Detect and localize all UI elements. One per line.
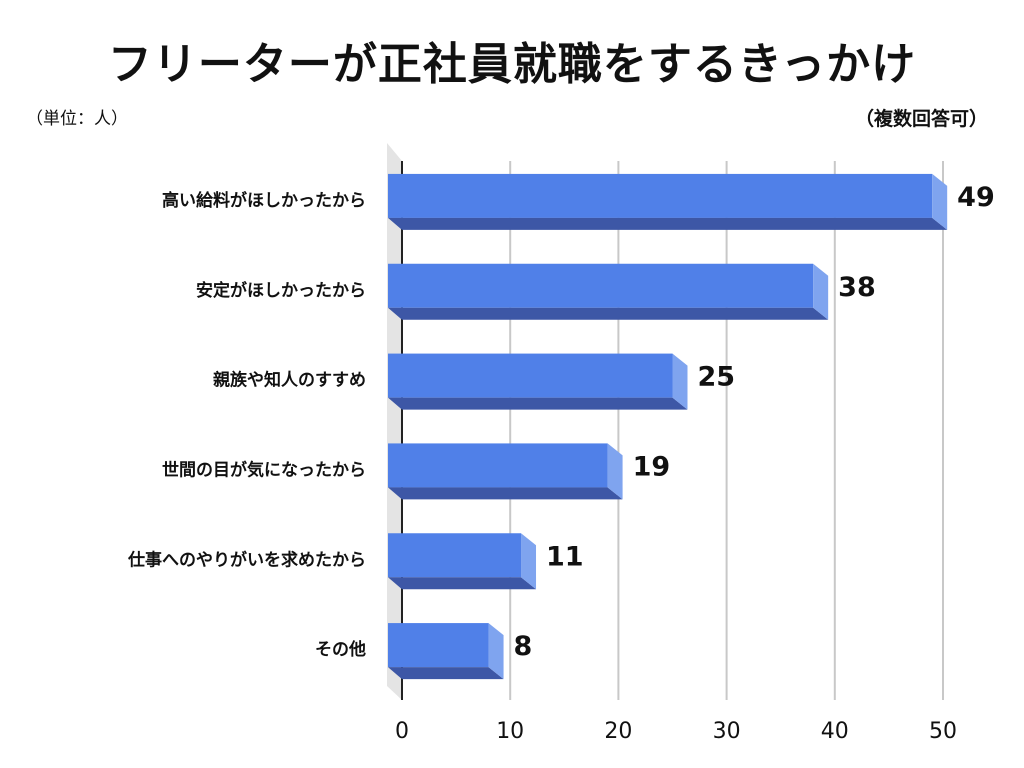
unit-note: （単位：人） <box>26 109 128 129</box>
value-label: 38 <box>838 272 876 303</box>
bar-bottom-face <box>388 307 829 320</box>
category-label: 親族や知人のすすめ <box>213 370 366 391</box>
bar-side-face <box>813 263 829 320</box>
bar-bottom-face <box>388 487 623 500</box>
bar-side-face <box>521 533 537 590</box>
x-tick-label: 50 <box>929 719 957 744</box>
bar <box>388 533 522 578</box>
bar-bottom-face <box>388 667 504 680</box>
x-tick-label: 10 <box>496 719 524 744</box>
bar <box>388 623 489 668</box>
multiple-answer-note: （複数回答可） <box>854 108 988 130</box>
bar-side-face <box>932 173 948 230</box>
bar-bottom-face <box>388 217 948 230</box>
category-label: 高い給料がほしかったから <box>162 190 366 211</box>
bar-side-face <box>607 443 623 500</box>
value-label: 11 <box>546 541 584 572</box>
category-label: 安定がほしかったから <box>196 280 366 301</box>
value-label: 19 <box>633 451 671 482</box>
x-tick-label: 30 <box>713 719 741 744</box>
x-tick-label: 20 <box>604 719 632 744</box>
category-label: 世間の目が気になったから <box>162 459 366 480</box>
bar-side-face <box>488 623 504 680</box>
bar-bottom-face <box>388 577 537 590</box>
x-tick-label: 40 <box>821 719 849 744</box>
category-label: その他 <box>315 639 366 660</box>
value-label: 25 <box>698 362 736 393</box>
x-tick-label: 0 <box>395 719 409 744</box>
category-label: 仕事へのやりがいを求めたから <box>127 549 366 570</box>
value-label: 49 <box>957 182 995 213</box>
bar <box>388 173 933 218</box>
bar <box>388 263 814 308</box>
bar <box>388 353 673 398</box>
bar-bottom-face <box>388 397 688 410</box>
value-label: 8 <box>514 631 533 662</box>
bar <box>388 443 608 488</box>
bar-side-face <box>672 353 688 410</box>
chart-title: フリーターが正社員就職をするきっかけ <box>107 39 917 90</box>
